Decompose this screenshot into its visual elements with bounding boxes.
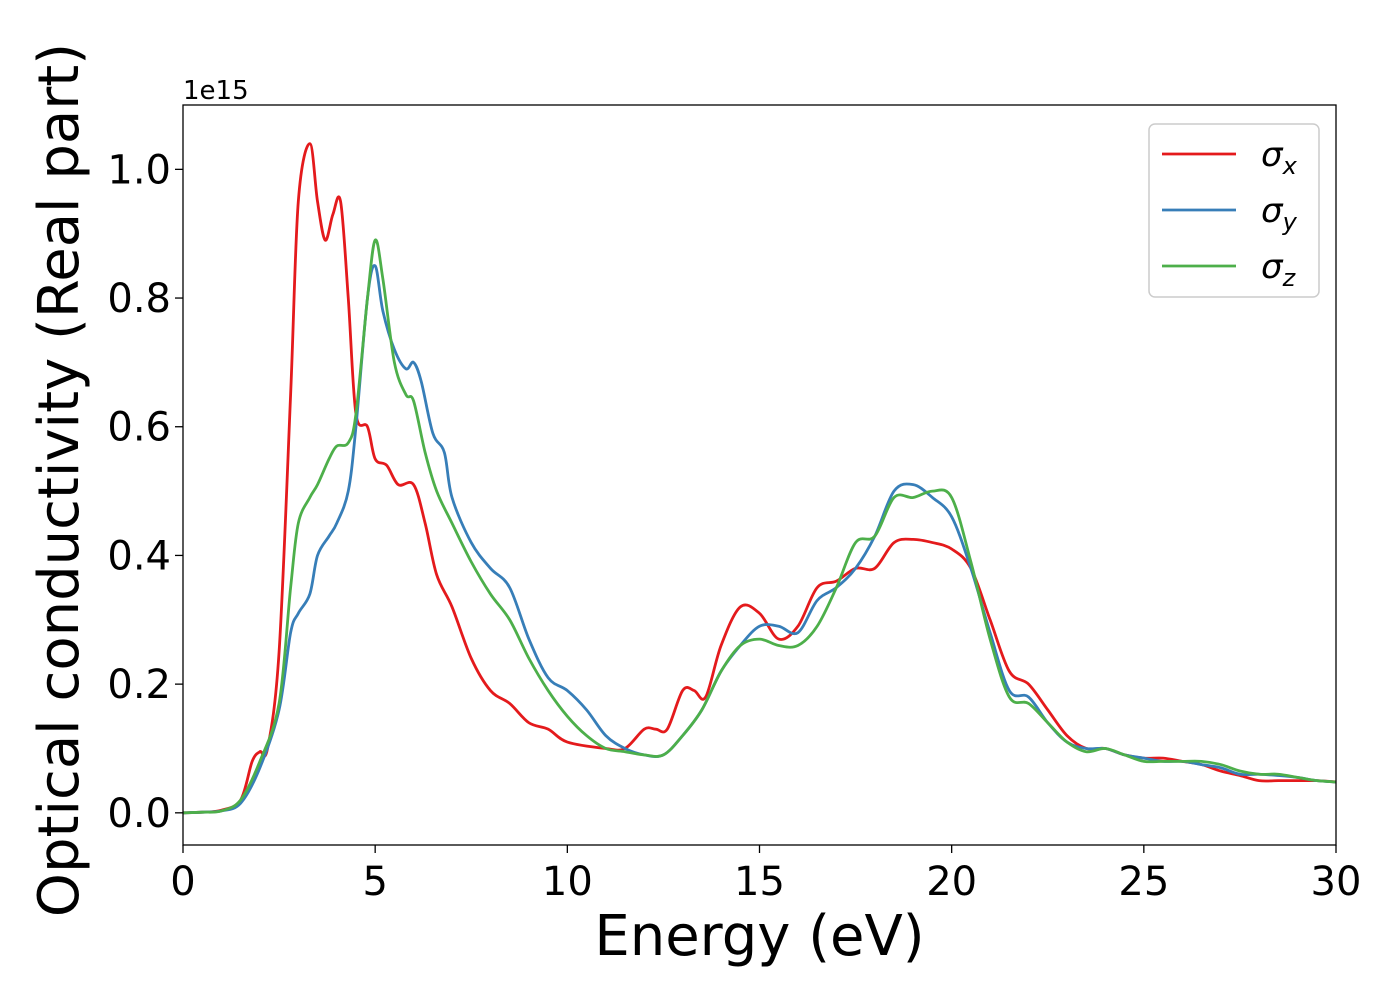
y-tick-label: 0.6 — [107, 405, 171, 451]
x-axis-label: Energy (eV) — [594, 904, 924, 969]
y-axis-ticks: 0.0 0.2 0.4 0.6 0.8 1.0 — [107, 147, 183, 837]
y-axis-label: Optical conductivity (Real part) — [27, 43, 92, 917]
x-tick-label: 25 — [1118, 859, 1169, 905]
y-tick-label: 0.0 — [107, 791, 171, 837]
y-tick-label: 0.8 — [107, 276, 171, 322]
legend-label-subscript: y — [1282, 208, 1298, 236]
y-tick-label: 0.4 — [107, 533, 171, 579]
y-axis-offset-label: 1e15 — [183, 76, 249, 106]
y-tick-label: 0.2 — [107, 662, 171, 708]
legend-label-symbol: σ — [1261, 135, 1284, 175]
x-axis-ticks: 0 5 10 15 20 25 30 — [170, 845, 1361, 905]
x-tick-label: 5 — [362, 859, 387, 905]
x-tick-label: 20 — [926, 859, 977, 905]
legend-label-y: σy — [1261, 191, 1298, 236]
y-tick-label: 1.0 — [107, 147, 171, 193]
series-line-z — [183, 238, 1336, 815]
legend-label-subscript: x — [1282, 152, 1298, 180]
x-tick-label: 15 — [734, 859, 785, 905]
x-tick-label: 10 — [542, 859, 593, 905]
series-layer — [183, 142, 1336, 815]
x-tick-label: 30 — [1311, 859, 1362, 905]
legend-label-z: σz — [1261, 247, 1297, 292]
legend-label-subscript: z — [1282, 264, 1297, 292]
x-tick-label: 0 — [170, 859, 195, 905]
legend-label-x: σx — [1261, 135, 1298, 180]
legend-label-symbol: σ — [1261, 247, 1284, 287]
legend-label-symbol: σ — [1261, 191, 1284, 231]
